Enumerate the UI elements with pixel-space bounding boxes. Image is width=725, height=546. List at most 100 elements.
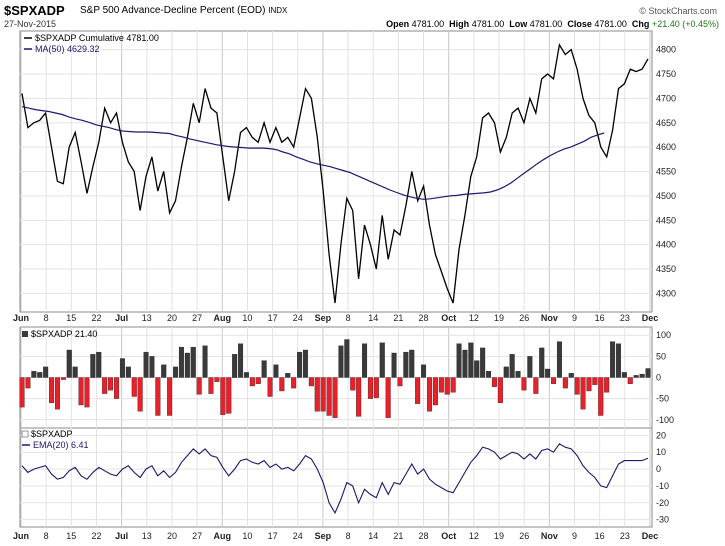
- bar-negative: [214, 377, 220, 382]
- y-tick-label: -50: [656, 394, 669, 404]
- x-tick-label: 17: [268, 313, 278, 323]
- bar-positive: [285, 373, 291, 378]
- bar-negative: [226, 377, 232, 414]
- bar-negative: [580, 377, 586, 410]
- bar-negative: [49, 377, 55, 404]
- x-tick-label: 28: [419, 313, 429, 323]
- bar-negative: [279, 377, 285, 392]
- legend-daily: $SPXADP 21.40: [31, 329, 97, 339]
- bar-positive: [261, 360, 267, 378]
- x-tick-label: Jun: [13, 531, 29, 541]
- bar-positive: [362, 343, 368, 378]
- bar-negative: [367, 377, 373, 399]
- bar-negative: [427, 377, 433, 412]
- x-tick-label: 26: [519, 313, 529, 323]
- x-tick-label: 19: [494, 313, 504, 323]
- low-value: 4781.00: [529, 19, 563, 29]
- bar-positive: [545, 368, 551, 378]
- x-tick-label: Jun: [13, 313, 29, 323]
- bar-negative: [137, 377, 143, 412]
- x-tick-label: Sep: [315, 531, 332, 541]
- x-tick-label: 13: [142, 313, 152, 323]
- bar-positive: [119, 358, 125, 378]
- close-value: 4781.00: [594, 19, 627, 29]
- x-tick-label: 13: [142, 531, 152, 541]
- chart-subtitle: S&P 500 Advance-Decline Percent (EOD) IN…: [80, 5, 287, 16]
- y-tick-label: 100: [656, 330, 671, 340]
- x-tick-label: 9: [572, 313, 577, 323]
- bar-negative: [320, 377, 326, 412]
- y-tick-label: 0: [656, 373, 661, 383]
- bar-positive: [468, 342, 474, 378]
- bar-positive: [645, 368, 651, 378]
- bar-positive: [43, 366, 49, 378]
- bar-positive: [273, 364, 279, 378]
- bar-positive: [297, 351, 303, 378]
- x-tick-label: 28: [419, 531, 429, 541]
- bar-positive: [243, 372, 249, 378]
- bar-negative: [78, 377, 84, 406]
- x-tick-label: 12: [469, 531, 479, 541]
- x-tick-label: Nov: [541, 313, 558, 323]
- bar-positive: [178, 346, 184, 378]
- bar-negative: [267, 377, 273, 397]
- x-tick-label: 23: [620, 313, 630, 323]
- x-tick-label: 21: [393, 531, 403, 541]
- x-tick-label: Jul: [115, 313, 128, 323]
- bar-negative: [255, 377, 261, 384]
- y-tick-label: 4300: [656, 288, 676, 298]
- bar-positive: [633, 375, 639, 378]
- bar-positive: [639, 373, 645, 378]
- bar-negative: [326, 377, 332, 416]
- x-tick-label: 23: [620, 531, 630, 541]
- bar-negative: [291, 377, 297, 389]
- bar-positive: [421, 364, 427, 378]
- bar-negative: [551, 377, 557, 384]
- bar-positive: [37, 372, 43, 378]
- bar-negative: [586, 377, 592, 392]
- y-tick-label: 4350: [656, 264, 676, 274]
- bar-negative: [356, 377, 362, 417]
- bar-positive: [338, 345, 344, 378]
- index-name: S&P 500 Advance-Decline Percent (EOD): [80, 5, 266, 16]
- bar-negative: [84, 377, 90, 408]
- bar-negative: [397, 377, 403, 387]
- bar-negative: [373, 377, 379, 398]
- bar-positive: [568, 373, 574, 378]
- x-tick-label: 20: [167, 531, 177, 541]
- bar-positive: [161, 364, 167, 378]
- x-tick-label: 14: [368, 531, 378, 541]
- y-tick-label: -10: [656, 481, 669, 491]
- y-tick-label: -100: [656, 415, 674, 425]
- y-tick-label: 4750: [656, 69, 676, 79]
- bar-positive: [621, 372, 627, 378]
- bar-positive: [456, 343, 462, 378]
- y-tick-label: -20: [656, 498, 669, 508]
- bar-positive: [403, 351, 409, 378]
- bar-negative: [604, 377, 610, 393]
- low-label: Low: [509, 19, 528, 29]
- x-tick-label: 12: [469, 313, 479, 323]
- y-tick-label: 4550: [656, 167, 676, 177]
- ema20-line: [21, 443, 649, 515]
- bar-negative: [220, 377, 226, 415]
- x-tick-label: 27: [192, 531, 202, 541]
- bar-negative: [521, 377, 527, 391]
- bar-positive: [202, 345, 208, 378]
- plot-frame: [19, 30, 653, 528]
- cumulative-line: [21, 42, 649, 304]
- x-tick-label: 17: [268, 531, 278, 541]
- x-tick-label: 8: [44, 313, 49, 323]
- bar-positive: [344, 339, 350, 378]
- x-tick-label: 9: [572, 531, 577, 541]
- bar-negative: [167, 377, 173, 416]
- x-tick-label: 20: [167, 313, 177, 323]
- bar-negative: [114, 377, 120, 399]
- bar-positive: [184, 352, 190, 378]
- x-tick-label: 8: [346, 531, 351, 541]
- bar-negative: [574, 377, 580, 395]
- y-tick-label: 4650: [656, 118, 676, 128]
- x-tick-label: Dec: [642, 531, 659, 541]
- bar-positive: [486, 371, 492, 378]
- bar-positive: [474, 360, 480, 378]
